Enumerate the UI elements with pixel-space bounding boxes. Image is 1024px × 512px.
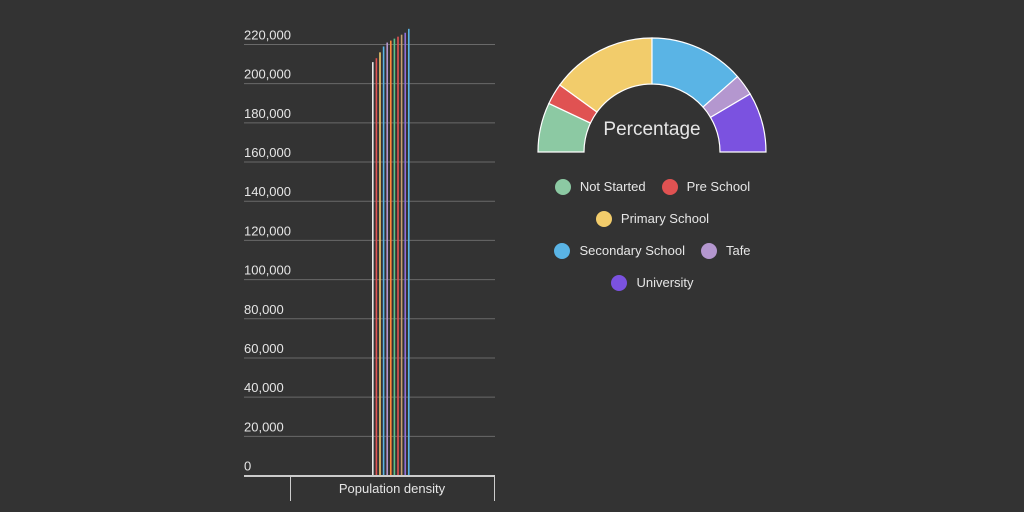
legend-swatch: [554, 243, 571, 259]
y-tick-label: 120,000: [244, 223, 291, 238]
legend-item-secondary-school[interactable]: Secondary School: [549, 241, 690, 261]
bar-series-6[interactable]: [390, 40, 392, 476]
legend-item-primary-school[interactable]: Primary School: [591, 209, 714, 229]
legend-swatch: [611, 275, 628, 291]
y-tick-label: 180,000: [244, 106, 291, 121]
bar-series-4[interactable]: [382, 46, 385, 476]
y-tick-label: 0: [244, 459, 251, 474]
legend-row: Secondary School Tafe: [530, 241, 775, 261]
x-category-label: Population density: [339, 481, 446, 496]
legend-label: Not Started: [579, 179, 646, 194]
legend-row: Not Started Pre School: [530, 177, 775, 197]
bar-series-1[interactable]: [372, 62, 374, 476]
legend-row: Primary School: [530, 209, 775, 229]
legend-swatch: [661, 179, 678, 195]
bar-series-10[interactable]: [404, 32, 406, 476]
bar-series-9[interactable]: [400, 34, 403, 476]
y-tick-label: 140,000: [244, 184, 291, 199]
bar-x-axis: Population density: [244, 475, 495, 501]
bar-series-5[interactable]: [386, 42, 388, 476]
bar-series-8[interactable]: [397, 36, 399, 476]
legend-item-not-started[interactable]: Not Started: [550, 177, 651, 197]
legend-label: Primary School: [620, 211, 710, 226]
y-tick-label: 20,000: [244, 419, 284, 434]
y-tick-label: 200,000: [244, 67, 291, 82]
legend-item-pre-school[interactable]: Pre School: [657, 177, 756, 197]
bar-series-11[interactable]: [408, 28, 410, 476]
y-tick-label: 80,000: [244, 302, 284, 317]
bar-series-2[interactable]: [375, 58, 378, 476]
y-tick-label: 220,000: [244, 28, 291, 43]
bar-series-7[interactable]: [393, 38, 396, 476]
bar-y-axis-ticks: 0 20,000 40,000 60,000 80,000 100,000 120,000 1…: [244, 28, 291, 474]
donut-legend: Not Started Pre School Primary School Secon…: [530, 177, 775, 293]
legend-label: Pre School: [686, 179, 751, 194]
legend-swatch: [554, 179, 571, 195]
legend-item-tafe[interactable]: Tafe: [696, 241, 756, 261]
donut-slices: [537, 37, 767, 153]
legend-label: Tafe: [725, 243, 751, 258]
bar-series-3[interactable]: [379, 52, 381, 476]
y-tick-label: 160,000: [244, 145, 291, 160]
bar-gridlines: [244, 44, 495, 437]
legend-swatch: [700, 243, 717, 259]
legend-swatch: [595, 211, 612, 227]
legend-label: Secondary School: [579, 243, 685, 258]
y-tick-label: 60,000: [244, 341, 284, 356]
y-tick-label: 40,000: [244, 380, 284, 395]
bar-marks: [372, 28, 410, 476]
legend-item-university[interactable]: University: [606, 273, 698, 293]
y-tick-label: 100,000: [244, 263, 291, 278]
legend-label: University: [636, 275, 694, 290]
legend-row: University: [530, 273, 775, 293]
donut-center-label: Percentage: [603, 119, 700, 140]
donut-slice-university[interactable]: [709, 93, 767, 153]
